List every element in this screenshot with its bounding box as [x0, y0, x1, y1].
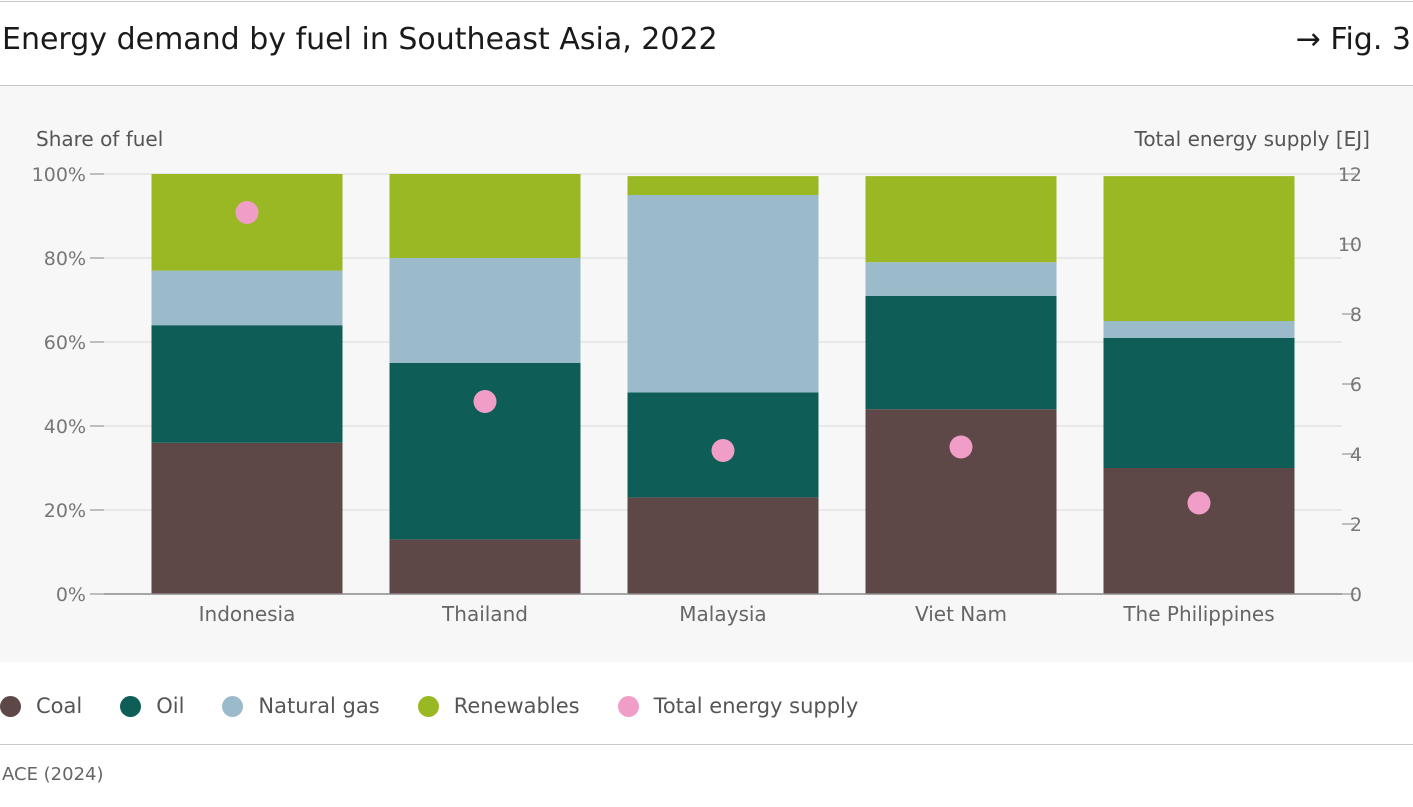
- y-axis-label: Share of fuel: [36, 127, 163, 151]
- x-tick-label: The Philippines: [1122, 602, 1274, 626]
- y2-tick-label: 2: [1350, 514, 1362, 536]
- legend-swatch: [617, 695, 639, 717]
- bottom-divider: [0, 744, 1413, 745]
- chart-title: Energy demand by fuel in Southeast Asia,…: [2, 22, 718, 57]
- y2-tick-label: 0: [1350, 584, 1362, 606]
- bar-segment-natural-gas: [389, 258, 581, 363]
- bar-segment-renewables: [1103, 176, 1295, 321]
- bar-segment-renewables: [865, 176, 1057, 263]
- legend-label: Coal: [36, 694, 83, 718]
- y-tick-label: 40%: [44, 416, 86, 438]
- bar-segment-coal: [627, 497, 819, 594]
- bar-segment-oil: [389, 363, 581, 540]
- total-supply-point: [711, 439, 735, 462]
- legend-swatch: [0, 695, 21, 717]
- legend-swatch: [120, 695, 142, 717]
- legend-item-total-energy-supply: Total energy supply: [617, 694, 859, 718]
- x-tick-label: Viet Nam: [915, 602, 1007, 626]
- bar-segment-natural-gas: [151, 270, 343, 326]
- legend-label: Natural gas: [258, 694, 380, 718]
- total-supply-point: [1187, 491, 1211, 515]
- source-note: ACE (2024): [2, 764, 104, 785]
- bar-segment-oil: [151, 325, 343, 443]
- y2-axis-label: Total energy supply [EJ]: [1134, 127, 1371, 151]
- y2-tick-label: 6: [1350, 374, 1362, 396]
- legend-label: Total energy supply: [653, 694, 859, 718]
- bar-segment-coal: [151, 442, 343, 594]
- bars: [151, 174, 1295, 594]
- axes: 0% 20% 40% 60% 80% 100% 0 2 4 6 8 10 12 Indonesia Thai…: [32, 164, 1362, 626]
- bar-segment-renewables: [627, 176, 819, 195]
- legend-label: Oil: [156, 694, 185, 718]
- bar-segment-natural-gas: [1103, 321, 1295, 338]
- legend-swatch: [222, 695, 244, 717]
- y2-tick-label: 10: [1338, 234, 1362, 256]
- figure-reference-link[interactable]: → Fig. 3: [1295, 22, 1411, 57]
- bar-segment-natural-gas: [627, 195, 819, 393]
- legend-item-oil: Oil: [120, 694, 184, 718]
- x-tick-label: Thailand: [441, 602, 528, 626]
- y-tick-label: 80%: [44, 248, 86, 270]
- bar-segment-coal: [1103, 468, 1295, 594]
- y-tick-label: 60%: [44, 332, 86, 354]
- y2-tick-label: 4: [1350, 444, 1362, 466]
- legend-item-renewables: Renewables: [417, 694, 580, 718]
- legend-item-natural-gas: Natural gas: [222, 694, 380, 718]
- legend: Coal Oil Natural gas Renewables Total energy…: [0, 688, 896, 724]
- bar-segment-natural-gas: [865, 262, 1057, 296]
- legend-swatch: [417, 695, 439, 717]
- x-tick-label: Indonesia: [199, 602, 296, 626]
- legend-label: Renewables: [453, 694, 580, 718]
- total-supply-point: [473, 390, 497, 413]
- bar-segment-oil: [1103, 337, 1295, 468]
- top-divider: [0, 1, 1413, 2]
- header-divider: [0, 85, 1413, 86]
- bar-segment-coal: [389, 539, 581, 594]
- x-tick-label: Malaysia: [679, 602, 766, 626]
- total-supply-points: [235, 201, 1211, 515]
- y2-tick-label: 8: [1350, 304, 1362, 326]
- y-tick-label: 0%: [56, 584, 86, 606]
- bar-segment-renewables: [389, 174, 581, 258]
- y-tick-label: 100%: [32, 164, 86, 186]
- total-supply-point: [949, 435, 973, 459]
- bar-segment-oil: [865, 295, 1057, 410]
- y-tick-label: 20%: [44, 500, 86, 522]
- y2-tick-label: 12: [1338, 164, 1362, 186]
- total-supply-point: [235, 201, 259, 224]
- legend-item-coal: Coal: [0, 694, 82, 718]
- chart-header: Energy demand by fuel in Southeast Asia,…: [0, 0, 1413, 85]
